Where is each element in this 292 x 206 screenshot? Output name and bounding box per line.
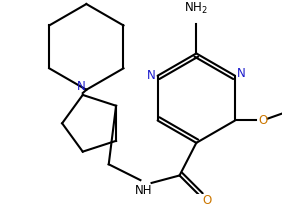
Text: O: O: [203, 194, 212, 206]
Text: NH: NH: [134, 184, 152, 197]
Text: O: O: [258, 114, 268, 127]
Text: N: N: [237, 67, 246, 80]
Text: N: N: [147, 69, 155, 82]
Text: N: N: [77, 80, 85, 93]
Text: NH$_2$: NH$_2$: [185, 1, 208, 16]
